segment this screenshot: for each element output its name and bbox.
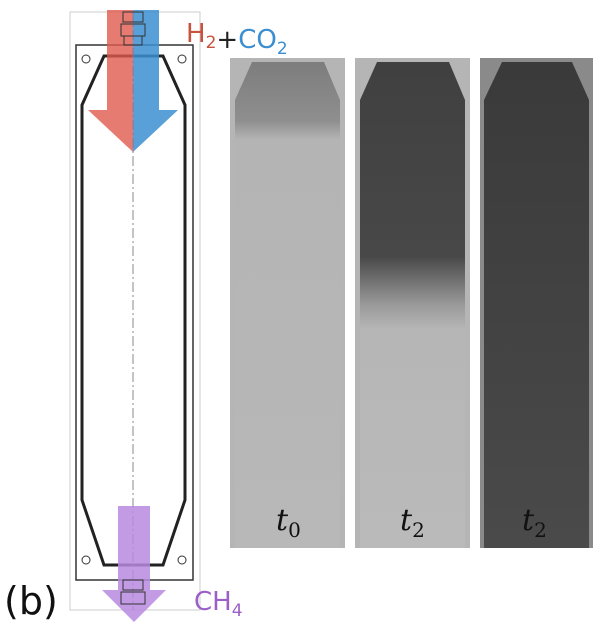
outlet-label: CH4 bbox=[194, 587, 243, 621]
figure: H2+CO2 CH4 (b) t0t2t2 bbox=[0, 0, 593, 624]
subscript: 2 bbox=[277, 39, 288, 59]
joiner: + bbox=[216, 25, 238, 55]
subscript: 2 bbox=[206, 33, 217, 53]
inlet-label: H2+CO2 bbox=[186, 19, 288, 59]
species: CH bbox=[194, 587, 232, 617]
image-panel bbox=[355, 58, 470, 548]
reactor bbox=[70, 10, 200, 622]
species: H bbox=[186, 19, 206, 49]
subscript: 4 bbox=[232, 601, 243, 621]
subscript: 2 bbox=[534, 518, 547, 542]
time: t bbox=[522, 503, 535, 538]
time: t bbox=[276, 503, 289, 538]
time: t bbox=[400, 503, 413, 538]
species: CO bbox=[238, 25, 277, 55]
panel-label: (b) bbox=[4, 579, 58, 623]
image-panel bbox=[230, 58, 345, 548]
image-panel bbox=[480, 58, 593, 548]
subscript: 0 bbox=[288, 518, 301, 542]
subscript: 2 bbox=[412, 518, 425, 542]
